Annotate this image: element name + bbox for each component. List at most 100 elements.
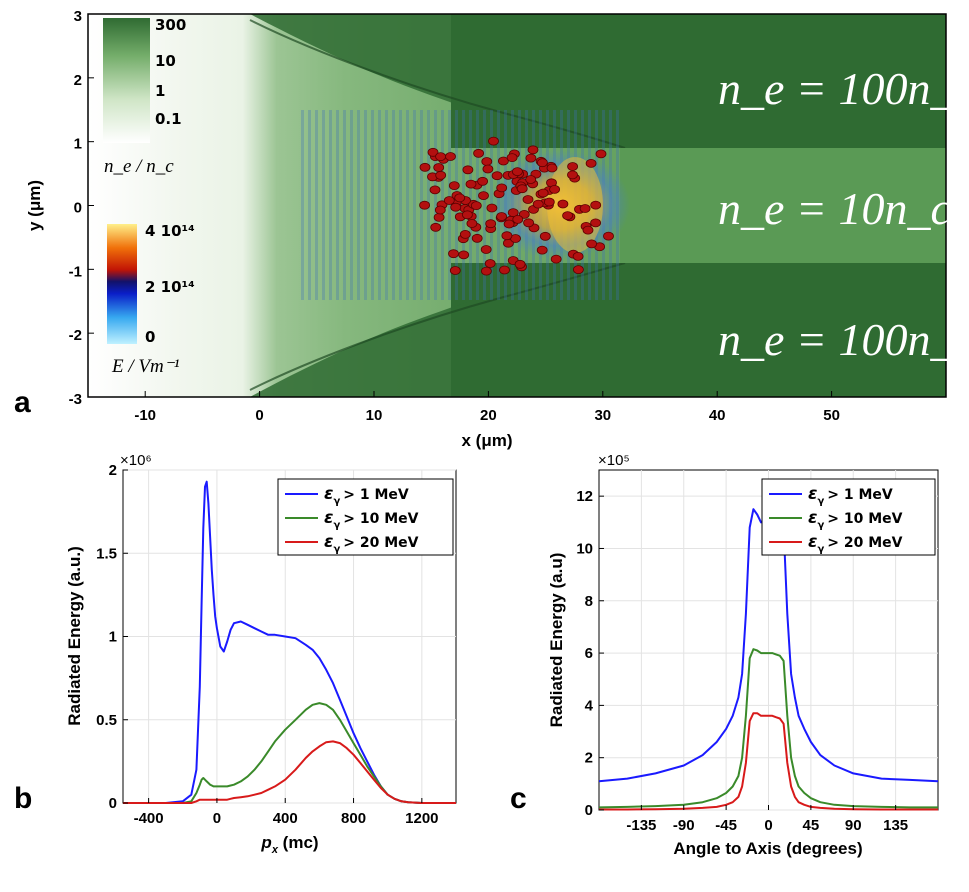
panel-c-line-chart: -135 -90 -45 0 45 90 135 0 2 4 6 8 10 12 Angle to Axis… xyxy=(510,452,939,858)
electron-marker-129 xyxy=(527,145,539,155)
density-colorbar-tick-0: 300 xyxy=(155,16,186,34)
electron-marker-122 xyxy=(514,259,526,269)
panel-c-ylabel: Radiated Energy (a.u) xyxy=(547,553,566,728)
electron-marker-35 xyxy=(499,265,510,275)
electron-marker-32 xyxy=(557,199,569,209)
panel-a-letter: a xyxy=(14,386,31,419)
panel-b-legend-entry-1: εγ > 10 MeV xyxy=(324,508,419,531)
panel-a-xtick-label-2: 10 xyxy=(366,407,383,424)
annotation-middle: n_e = 10n_c xyxy=(718,183,951,234)
panel-c-letter: c xyxy=(510,782,527,815)
panel-a-xlabel: x (μm) xyxy=(461,431,512,450)
shock-front-top xyxy=(250,14,946,148)
panel-b-series-line-1 xyxy=(123,702,456,804)
panel-c-multiplier: ×10⁵ xyxy=(598,452,630,469)
panel-a-ytick-label-2: 1 xyxy=(74,136,82,153)
electron-marker-103 xyxy=(485,219,497,229)
panel-b-ytick-label-0: 0 xyxy=(109,795,117,812)
panel-b-legend-entry-0: εγ > 1 MeV xyxy=(324,484,409,507)
electron-marker-101 xyxy=(481,157,493,166)
simulation-field xyxy=(88,14,946,397)
electron-marker-37 xyxy=(433,212,445,222)
electron-marker-10 xyxy=(473,148,485,158)
electron-marker-118 xyxy=(454,193,466,203)
panel-b-series-line-2 xyxy=(123,740,456,804)
electron-marker-105 xyxy=(603,231,614,241)
electron-marker-126 xyxy=(590,200,602,210)
electron-marker-116 xyxy=(470,201,482,211)
panel-c-axes: -135 -90 -45 0 45 90 135 0 2 4 6 8 10 12 Angle to Axis… xyxy=(547,488,908,858)
panel-a-ytick-label-5: -2 xyxy=(69,327,82,344)
panel-c-xtick-label-2: -45 xyxy=(715,817,737,834)
electron-marker-13 xyxy=(448,181,460,191)
panel-b-ytick-label-4: 2 xyxy=(109,462,117,479)
electron-marker-50 xyxy=(450,202,462,212)
density-colorbar-tick-2: 1 xyxy=(155,82,165,100)
panel-b-series xyxy=(123,480,456,804)
panel-a-xtick-label-4: 30 xyxy=(594,407,611,424)
electron-marker-80 xyxy=(523,218,534,228)
panel-c-xtick-label-3: 0 xyxy=(764,817,772,834)
panel-b-xlabel: px (mc) xyxy=(260,833,318,856)
panel-c-ytick-label-4: 8 xyxy=(585,593,593,610)
electron-marker-92 xyxy=(435,170,447,180)
electron-marker-124 xyxy=(546,163,558,173)
panel-b-legend: εγ > 1 MeV εγ > 10 MeV εγ > 20 MeV xyxy=(277,478,454,556)
panel-a-ytick-label-0: 3 xyxy=(74,8,82,25)
panel-b-ytick-label-1: 0.5 xyxy=(96,712,117,729)
panel-a-xtick-label-3: 20 xyxy=(480,407,497,424)
electron-marker-72 xyxy=(516,184,528,194)
panel-c-xtick-label-4: 45 xyxy=(803,817,820,834)
density-colorbar-tick-3: 0.1 xyxy=(155,110,182,128)
panel-b-ytick-label-2: 1 xyxy=(109,629,117,646)
panel-b-legend-entry-2: εγ > 20 MeV xyxy=(324,532,419,555)
panel-b-xtick-label-1: 0 xyxy=(213,810,221,827)
panel-b-ylabel: Radiated Energy (a.u.) xyxy=(65,546,84,725)
panel-c-series-line-2 xyxy=(599,712,938,811)
panel-a-ytick-label-6: -3 xyxy=(69,391,82,408)
panel-c-xtick-label-5: 90 xyxy=(845,817,862,834)
panel-c-ytick-label-0: 0 xyxy=(585,802,593,819)
panel-c-ytick-label-5: 10 xyxy=(576,540,593,557)
panel-b-ytick-label-3: 1.5 xyxy=(96,545,117,562)
panel-c-series-line-1 xyxy=(598,648,938,809)
electron-marker-87 xyxy=(525,153,537,163)
electron-marker-68 xyxy=(459,229,471,239)
electron-marker-76 xyxy=(427,147,439,157)
shock-front-bottom xyxy=(250,263,946,397)
electron-marker-86 xyxy=(429,185,441,195)
electron-marker-64 xyxy=(549,184,560,194)
panel-a-xtick-label-6: 50 xyxy=(823,407,840,424)
panel-a-xtick-label-1: 0 xyxy=(255,407,263,424)
electron-marker-106 xyxy=(482,164,494,174)
panel-b-letter: b xyxy=(14,782,32,815)
field-colorbar-tick-0: 4 10¹⁴ xyxy=(145,222,195,240)
annotation-bottom: n_e = 100n_c xyxy=(718,314,969,365)
panel-c-ytick-label-3: 6 xyxy=(585,645,593,662)
density-colorbar-bar xyxy=(103,18,150,143)
electron-marker-107 xyxy=(567,170,578,180)
electron-marker-1 xyxy=(486,203,498,213)
electron-marker-123 xyxy=(590,218,601,228)
density-colorbar-tick-1: 10 xyxy=(155,52,176,70)
panel-b-xtick-label-4: 1200 xyxy=(405,810,438,827)
electron-marker-100 xyxy=(443,196,455,205)
electron-marker-38 xyxy=(445,152,456,161)
electron-marker-91 xyxy=(512,214,524,224)
electron-marker-109 xyxy=(471,233,483,243)
electron-marker-77 xyxy=(562,211,573,221)
electron-marker-67 xyxy=(586,239,597,249)
panel-c-legend: εγ > 1 MeV εγ > 10 MeV εγ > 20 MeV xyxy=(761,478,936,556)
panel-c-legend-entry-1: εγ > 10 MeV xyxy=(808,508,903,531)
panel-b-line-chart: -400 0 400 800 1200 0 0.5 1 1.5 2 px (mc) Radiated … xyxy=(14,452,457,856)
panel-b-xtick-label-2: 400 xyxy=(273,810,298,827)
panel-b-multiplier: ×10⁶ xyxy=(120,452,152,469)
panel-c-xtick-label-0: -135 xyxy=(626,817,656,834)
panel-b-xtick-label-3: 800 xyxy=(341,810,366,827)
electron-marker-89 xyxy=(419,162,431,172)
panel-c-ytick-label-2: 4 xyxy=(585,697,594,714)
density-colorbar: 300 10 1 0.1 n_e / n_c xyxy=(103,16,186,177)
